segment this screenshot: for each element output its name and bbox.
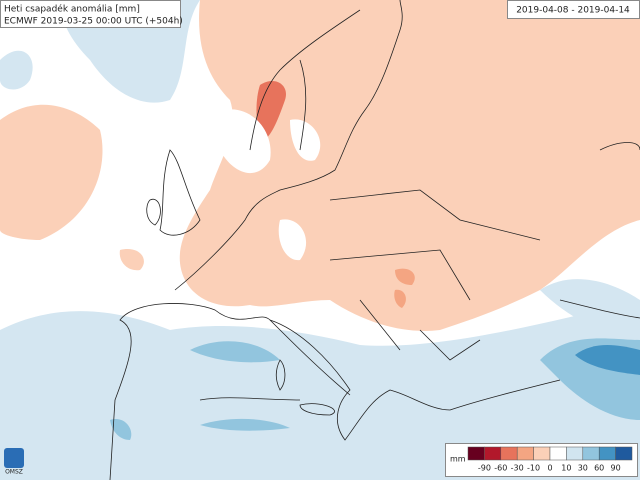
- color-bar: -90 -60 -30 -10 0 10 30 60 90: [467, 446, 633, 473]
- color-cell: [516, 446, 534, 461]
- legend-tick-label: 30: [578, 464, 588, 473]
- coastline: [174, 0, 403, 291]
- map-title: Heti csapadék anomália [mm]: [4, 4, 140, 15]
- color-cell: [467, 446, 485, 461]
- legend-tick-label: -90: [478, 464, 491, 473]
- color-cell: [500, 446, 518, 461]
- map-subtitle: ECMWF 2019-03-25 00:00 UTC (+504h): [4, 17, 183, 27]
- positive-anomaly: [0, 300, 640, 480]
- logo: [4, 448, 24, 468]
- color-cell: [615, 446, 633, 461]
- color-cell: [598, 446, 616, 461]
- positive-anomaly: [540, 279, 640, 350]
- legend-tick-label: 10: [561, 464, 571, 473]
- coastline: [249, 9, 361, 151]
- coastline: [269, 319, 351, 416]
- color-cell: [566, 446, 584, 461]
- coastline: [146, 149, 201, 236]
- negative-anomaly: [119, 249, 144, 271]
- header-box: [0, 0, 181, 28]
- legend-tick-label: 90: [611, 464, 621, 473]
- border: [199, 189, 541, 401]
- normal-area: [220, 109, 321, 261]
- color-cell: [582, 446, 600, 461]
- positive-anomaly: [575, 345, 640, 375]
- coastline: [559, 142, 640, 319]
- color-cell: [484, 446, 502, 461]
- color-cell: [533, 446, 551, 461]
- legend-tick-label: -60: [494, 464, 507, 473]
- legend-tick-label: -30: [511, 464, 524, 473]
- negative-anomaly: [0, 104, 103, 240]
- legend-unit: mm: [450, 455, 466, 464]
- negative-anomaly: [394, 268, 415, 308]
- period: 2019-04-08 - 2019-04-14: [516, 6, 630, 16]
- legend-tick-label: 0: [547, 464, 552, 473]
- legend-tick-label: -10: [527, 464, 540, 473]
- coastline: [109, 303, 561, 480]
- legend-tick-label: 60: [594, 464, 604, 473]
- positive-anomaly: [110, 341, 290, 440]
- color-cell: [549, 446, 567, 461]
- logo-text: OMSZ: [5, 469, 23, 476]
